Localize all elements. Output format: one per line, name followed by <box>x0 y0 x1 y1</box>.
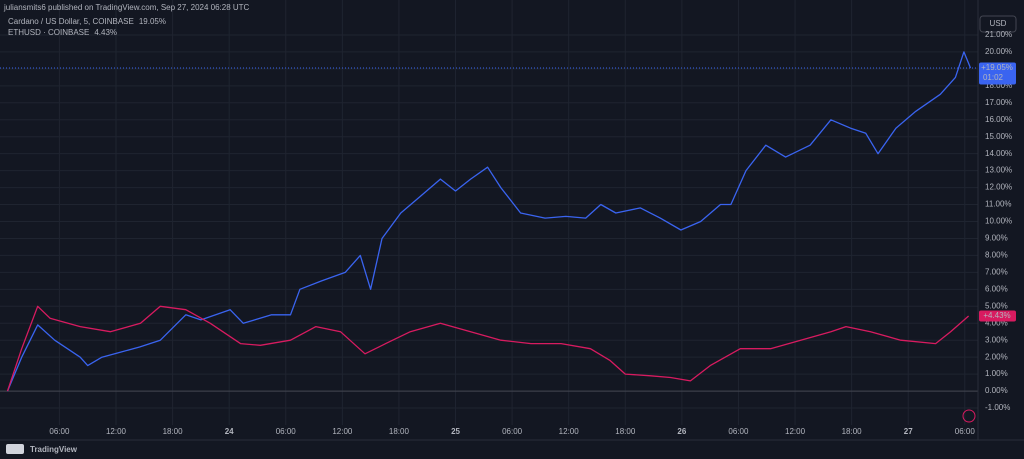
y-tick-label: 1.00% <box>985 369 1008 378</box>
currency-box[interactable] <box>979 15 1017 33</box>
y-tick-label: 21.00% <box>985 30 1012 39</box>
x-tick-label: 18:00 <box>163 427 184 436</box>
y-tick-label: 9.00% <box>985 234 1008 243</box>
y-tick-label: 6.00% <box>985 284 1008 293</box>
y-tick-label: 13.00% <box>985 166 1012 175</box>
replay-icon[interactable] <box>962 409 976 423</box>
series-line <box>6 305 970 392</box>
y-tick-label: -1.00% <box>985 403 1010 412</box>
currency[interactable]: USD <box>990 19 1007 28</box>
y-tick-label: 2.00% <box>985 352 1008 361</box>
y-tick-label: 7.00% <box>985 267 1008 276</box>
y-tick-label: 5.00% <box>985 301 1008 310</box>
y-tick-label: 16.00% <box>985 115 1012 124</box>
countdown: 01:02 <box>983 73 1004 82</box>
legend-value: 4.43% <box>94 28 117 37</box>
x-tick-label: 06:00 <box>276 427 297 436</box>
y-tick-label: 12.00% <box>985 183 1012 192</box>
x-tick-label: 25 <box>451 427 460 436</box>
logo <box>6 444 24 454</box>
y-tick-label: 15.00% <box>985 132 1012 141</box>
x-tick-label: 18:00 <box>389 427 410 436</box>
overlay: -1.00% 0.00% 1.00% 2.00% 3.00% 4.00% 5.00% 6.00… <box>8 17 1016 436</box>
x-tick-label: 12:00 <box>559 427 580 436</box>
y-tick-label: 8.00% <box>985 251 1008 260</box>
y-tick-label: 3.00% <box>985 335 1008 344</box>
x-tick-label: 06:00 <box>728 427 749 436</box>
price-badge <box>979 62 1016 85</box>
y-tick-label: 20.00% <box>985 47 1012 56</box>
series-line <box>6 51 972 392</box>
price-badge-label: +4.43% <box>983 311 1010 320</box>
price-badge-label: +19.05% <box>981 63 1013 72</box>
legend-name: ETHUSD · COINBASE <box>8 28 89 37</box>
x-tick-label: 12:00 <box>332 427 353 436</box>
x-tick-label: 06:00 <box>49 427 70 436</box>
x-tick-label: 06:00 <box>502 427 523 436</box>
x-tick-label: 26 <box>677 427 686 436</box>
x-tick-label: 27 <box>904 427 913 436</box>
y-tick-label: 4.00% <box>985 318 1008 327</box>
x-tick-label: 18:00 <box>615 427 636 436</box>
y-tick-label: 18.00% <box>985 81 1012 90</box>
plot <box>0 0 978 425</box>
y-tick-label: 17.00% <box>985 98 1012 107</box>
x-tick-label: 18:00 <box>842 427 863 436</box>
x-tick-label: 24 <box>225 427 234 436</box>
x-tick-label: 12:00 <box>106 427 127 436</box>
legend-name: Cardano / US Dollar, 5, COINBASE <box>8 17 134 26</box>
legend-value: 19.05% <box>139 17 166 26</box>
brand: TradingView <box>30 445 78 454</box>
y-tick-label: 11.00% <box>985 200 1012 209</box>
price-badge <box>979 310 1016 322</box>
y-tick-label: 10.00% <box>985 217 1012 226</box>
y-tick-label: 0.00% <box>985 386 1008 395</box>
x-tick-label: 12:00 <box>785 427 806 436</box>
publisher: juliansmits6 published on TradingView.co… <box>3 3 250 12</box>
x-tick-label: 06:00 <box>955 427 976 436</box>
y-tick-label: 14.00% <box>985 149 1012 158</box>
